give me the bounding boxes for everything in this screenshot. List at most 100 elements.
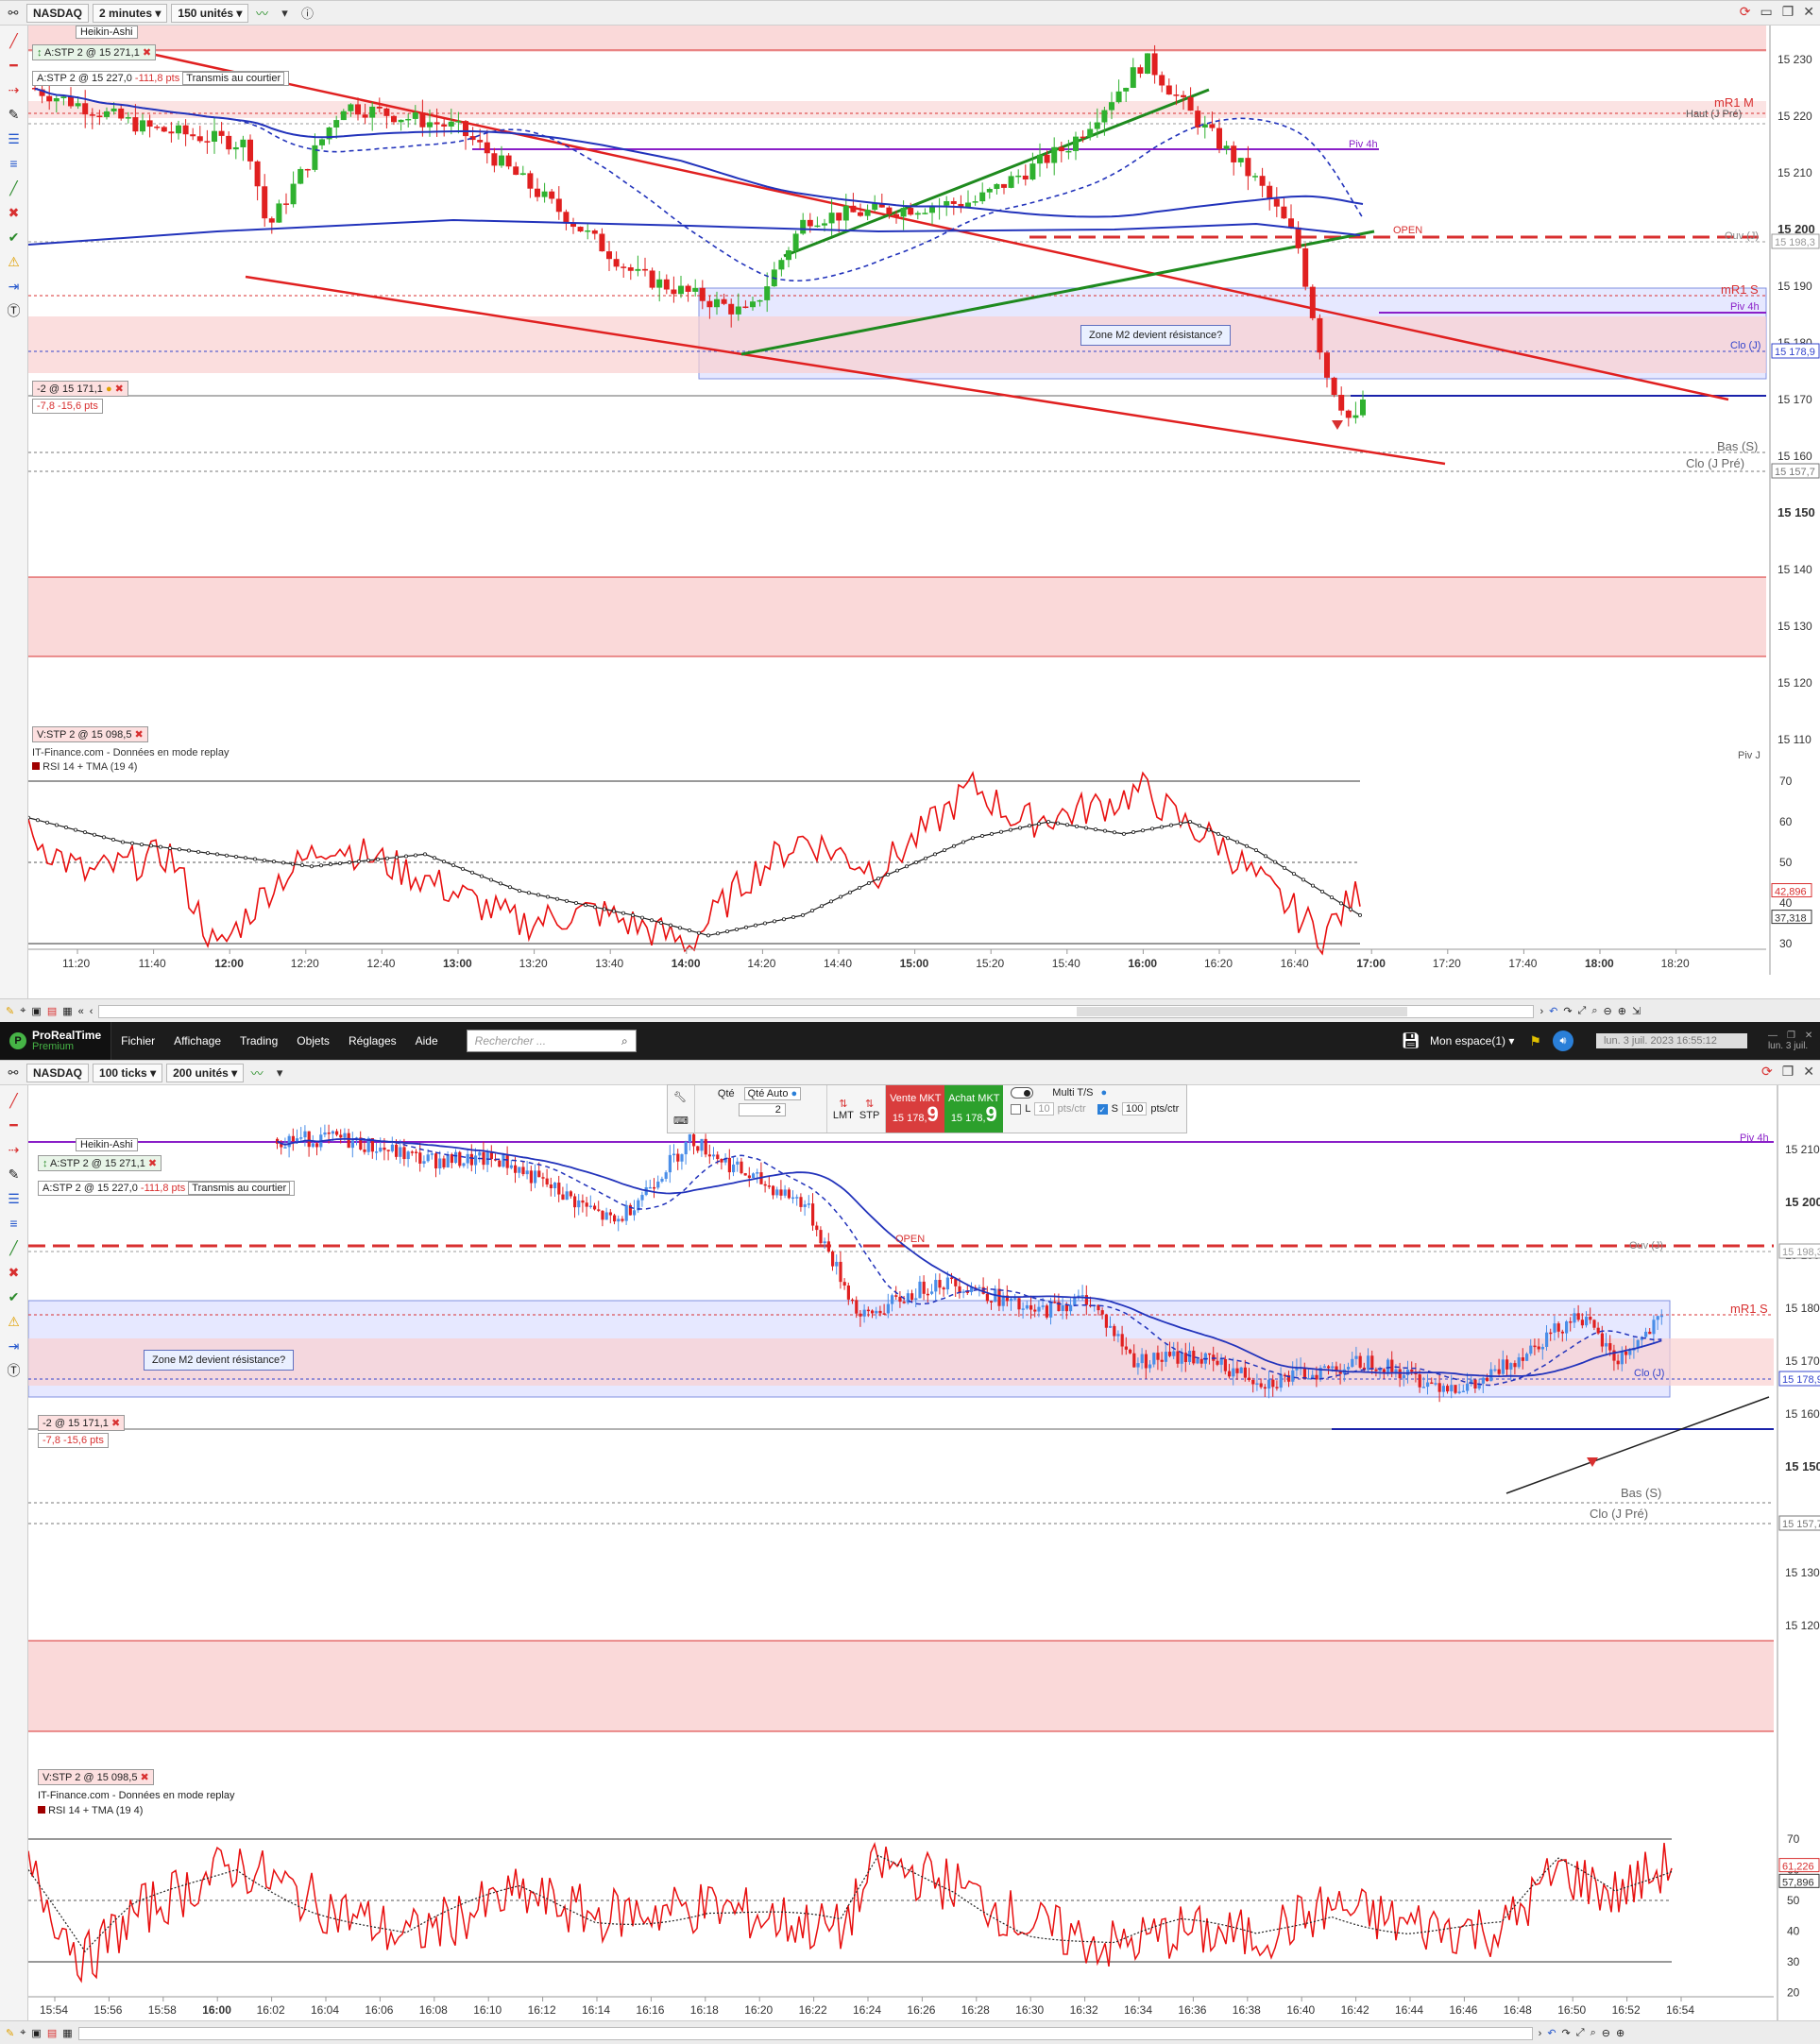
table-icon[interactable]: ▦ [62,1006,73,1017]
keyboard-icon[interactable]: ⌨ [673,1116,689,1127]
help-icon[interactable]: ● [791,1088,798,1099]
close-position-icon[interactable]: ✖ [114,383,124,395]
stop-order-tag-v[interactable]: V:STP 2 @ 15 098,5 ✖ [38,1769,154,1785]
menu-objets[interactable]: Objets [297,1034,330,1048]
scroll-track[interactable] [98,1004,1535,1018]
multi-ts-toggle[interactable] [1011,1087,1034,1099]
undo-icon[interactable]: ↶ [1547,2028,1556,2039]
scroll-right-icon[interactable]: › [1538,2027,1542,2039]
zoom-fit-icon[interactable]: ⤢ [1577,1005,1587,1016]
drag-handle-icon[interactable]: ↕ [43,1158,48,1169]
alert-icon[interactable]: ● [105,383,112,395]
cancel-order-icon[interactable]: ✖ [140,1772,149,1783]
sound-icon[interactable]: 🔊︎ [1552,1031,1573,1051]
line-tool-icon[interactable]: ╱ [9,1092,18,1108]
measure-icon[interactable]: ⇥ [8,278,20,294]
flag-icon[interactable]: ⚑ [1529,1032,1541,1048]
zoom-in-icon[interactable]: ⊕ [1617,1006,1626,1017]
indicator-icon[interactable]: 〰 [250,1066,264,1081]
stop-order-tag-a2[interactable]: A:STP 2 @ 15 227,0 -111,8 pts Transmis a… [32,71,290,86]
restore-icon[interactable]: ❐ [1781,1064,1794,1079]
zone-annotation[interactable]: Zone M2 devient résistance? [144,1350,295,1371]
arrow-line-icon[interactable]: ⇢ [8,1141,20,1157]
instrument-selector[interactable]: NASDAQ [26,1063,90,1082]
delete-icon[interactable]: ✖ [8,1264,20,1280]
drag-handle-icon[interactable]: ↕ [37,47,43,59]
restore-icon[interactable]: ❐ [1786,1031,1795,1041]
limit-points-input[interactable]: 10 [1034,1102,1054,1116]
fibonacci-icon[interactable]: ≡ [9,1216,18,1231]
top-rsi-chart[interactable]: 70 60 50 40 30 42,896 37,318 11:20 11:40 12:00 12:… [28,758,1820,975]
close-icon[interactable]: ✕ [1803,4,1814,19]
menu-aide[interactable]: Aide [415,1034,438,1048]
info-icon[interactable]: ⓘ [300,7,314,21]
chevron-down-icon[interactable]: ▾ [281,5,288,20]
limit-checkbox[interactable] [1011,1103,1022,1115]
position-tag[interactable]: -2 @ 15 171,1 ✖ [38,1415,126,1431]
close-position-icon[interactable]: ✖ [111,1418,121,1429]
restore-icon[interactable]: ❐ [1781,4,1794,19]
help-icon[interactable]: ● [1100,1087,1108,1099]
units-dropdown[interactable]: 150 unités ▾ [171,3,249,23]
pencil-icon[interactable]: ✎ [6,1006,15,1017]
measure-icon[interactable]: ⇥ [8,1337,20,1354]
warning-icon[interactable]: ⚠ [8,253,20,269]
autoscale-icon[interactable]: ⇲ [1631,1006,1641,1017]
zoom-fit-icon[interactable]: ⤢ [1575,2027,1585,2038]
close-icon[interactable]: ✕ [1803,1064,1814,1079]
zoom-box-icon[interactable]: ⌕ [1590,2027,1596,2038]
pencil-icon[interactable]: ✎ [6,2028,15,2039]
position-tag[interactable]: -2 @ 15 171,1 ● ✖ [32,381,128,397]
settings-icon[interactable]: 🔧︎ [673,1092,687,1103]
stop-order-tag-a[interactable]: ↕ A:STP 2 @ 15 271,1 ✖ [32,44,157,60]
channel-tool-icon[interactable]: ☰ [8,1190,20,1206]
scroll-left-icon[interactable]: ‹ [89,1005,94,1017]
cancel-order-icon[interactable]: ✖ [147,1158,158,1169]
workspace-dropdown[interactable]: Mon espace(1) ▾ [1429,1034,1515,1048]
refresh-icon[interactable]: ⟳ [1760,1064,1773,1079]
stop-order-button[interactable]: ⇅ STP [859,1098,879,1121]
rsi-indicator-label[interactable]: RSI 14 + TMA (19 4) [32,761,137,773]
rsi-indicator-label[interactable]: RSI 14 + TMA (19 4) [38,1805,143,1816]
crosshair-icon[interactable]: ⌖ [20,1005,26,1016]
link-icon[interactable]: ⚯ [8,5,19,20]
limit-order-button[interactable]: ⇅ LMT [833,1098,854,1121]
minimize-icon[interactable]: ▭ [1760,4,1773,19]
table-icon[interactable]: ▦ [62,2028,73,2039]
crosshair-icon[interactable]: ⌖ [20,2027,26,2038]
trend-tool-icon[interactable]: ╱ [9,1239,18,1255]
zone-annotation[interactable]: Zone M2 devient résistance? [1080,325,1232,346]
scroll-track[interactable] [77,2026,1533,2040]
scroll-right-icon[interactable]: › [1539,1005,1544,1017]
timeframe-dropdown[interactable]: 100 ticks ▾ [93,1063,163,1082]
warning-icon[interactable]: ⚠ [8,1313,20,1329]
menu-reglages[interactable]: Réglages [348,1034,397,1048]
zoom-out-icon[interactable]: ⊖ [1603,1006,1612,1017]
check-icon[interactable]: ✔ [8,1288,20,1304]
stop-points-input[interactable]: 100 [1121,1102,1148,1116]
stop-order-tag-v[interactable]: V:STP 2 @ 15 098,5 ✖ [32,726,148,742]
text-tool-icon[interactable]: Ⓣ [7,1363,21,1378]
line-tool-icon[interactable]: ╱ [9,32,18,48]
check-icon[interactable]: ✔ [8,229,20,245]
sell-market-button[interactable]: Vente MKT 15 178,9 [886,1085,945,1133]
chevron-down-icon[interactable]: ▾ [276,1065,283,1080]
scroll-thumb[interactable] [1077,1006,1408,1016]
horizontal-line-icon[interactable]: ━ [9,1116,18,1133]
indicator-icon[interactable]: 〰 [255,7,268,21]
stop-order-tag-a[interactable]: ↕ A:STP 2 @ 15 271,1 ✖ [38,1155,162,1171]
pencil-icon[interactable]: ✎ [8,106,20,122]
arrow-line-icon[interactable]: ⇢ [8,81,20,97]
timeframe-dropdown[interactable]: 2 minutes ▾ [93,3,168,23]
instrument-selector[interactable]: NASDAQ [26,3,90,23]
link-icon[interactable]: ⚯ [8,1065,19,1080]
snapshot-icon[interactable]: ▣ [31,2028,42,2039]
search-input[interactable]: Rechercher ... ⌕ [466,1030,637,1052]
chart-style-tag[interactable]: Heikin-Ashi [76,26,138,39]
zoom-out-icon[interactable]: ⊖ [1601,2028,1610,2039]
export-icon[interactable]: ▤ [46,2028,58,2039]
channel-tool-icon[interactable]: ☰ [8,130,20,146]
zoom-in-icon[interactable]: ⊕ [1615,2028,1625,2039]
